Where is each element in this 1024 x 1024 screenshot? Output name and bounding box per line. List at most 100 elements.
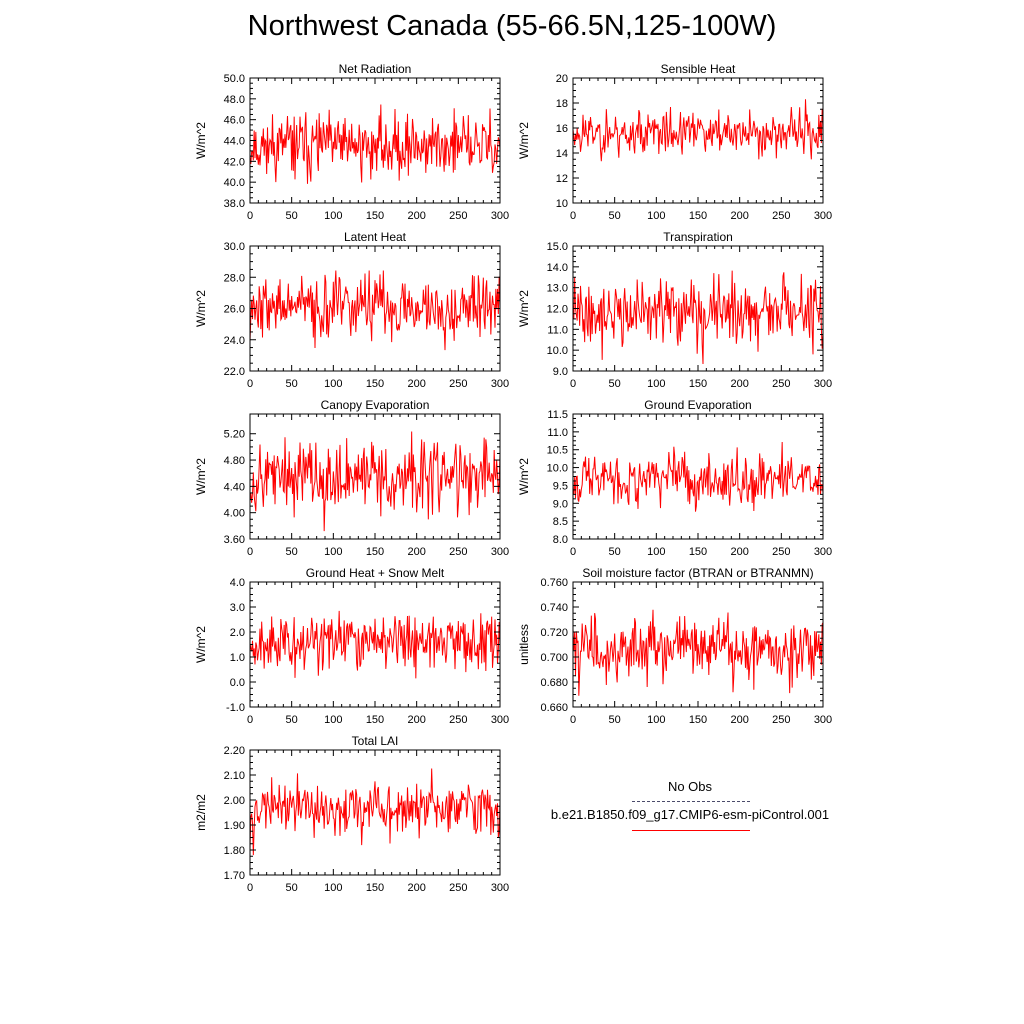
y-tick-label: 15.0 (547, 241, 568, 253)
y-axis-label: W/m^2 (194, 122, 208, 159)
y-tick-label: 30.0 (224, 241, 245, 253)
plot-frame (249, 749, 501, 876)
x-tick-label: 0 (570, 210, 576, 222)
x-tick-label: 150 (366, 714, 384, 726)
chart-panel-7: Ground Heat + Snow Melt W/m^2 0 50 100 150 200… (194, 566, 509, 726)
chart-panel-4: Transpiration W/m^2 0 50 100 150 200 250 300 9.0 1… (517, 230, 832, 390)
legend-case-label: b.e21.B1850.f09_g17.CMIP6-esm-piControl.… (550, 807, 830, 822)
legend-case-line (632, 830, 750, 831)
series-line (250, 270, 500, 351)
y-tick-label: 2.00 (224, 795, 245, 807)
y-tick-label: 0.700 (540, 652, 568, 664)
y-axis-label: W/m^2 (194, 626, 208, 663)
x-tick-label: 100 (647, 378, 665, 390)
x-tick-label: 50 (609, 378, 621, 390)
x-tick-label: 250 (449, 210, 467, 222)
x-tick-label: 300 (814, 714, 832, 726)
y-tick-label: 1.80 (224, 845, 245, 857)
y-tick-label: 12.0 (547, 304, 568, 316)
x-tick-label: 200 (407, 546, 425, 558)
chart-title: Transpiration (663, 230, 733, 244)
y-tick-label: 24.0 (224, 335, 245, 347)
x-tick-label: 250 (772, 210, 790, 222)
y-axis-label: W/m^2 (517, 290, 531, 327)
y-tick-label: 13.0 (547, 283, 568, 295)
x-tick-label: 100 (324, 546, 342, 558)
chart-title: Net Radiation (339, 62, 412, 76)
legend-obs-line (632, 801, 750, 802)
x-tick-label: 100 (647, 714, 665, 726)
series-line (573, 442, 823, 512)
y-tick-label: -1.0 (226, 702, 245, 714)
series-line (250, 431, 500, 532)
y-tick-label: 12 (556, 173, 568, 185)
y-tick-label: 0.760 (540, 577, 568, 589)
y-axis-label: W/m^2 (194, 458, 208, 495)
y-axis-label: W/m^2 (517, 458, 531, 495)
x-tick-label: 250 (449, 378, 467, 390)
x-tick-label: 200 (407, 378, 425, 390)
x-tick-label: 50 (609, 546, 621, 558)
y-tick-label: 1.70 (224, 870, 245, 882)
x-tick-label: 250 (449, 882, 467, 894)
x-tick-label: 150 (689, 378, 707, 390)
chart-title: Canopy Evaporation (321, 398, 430, 412)
y-tick-label: 9.0 (553, 366, 568, 378)
x-tick-label: 300 (491, 882, 509, 894)
y-tick-label: 22.0 (224, 366, 245, 378)
x-tick-label: 100 (324, 714, 342, 726)
y-tick-label: 2.20 (224, 745, 245, 757)
y-tick-label: 16 (556, 123, 568, 135)
x-tick-label: 50 (286, 210, 298, 222)
chart-title: Sensible Heat (661, 62, 736, 76)
x-tick-label: 200 (407, 882, 425, 894)
y-tick-label: 20 (556, 73, 568, 85)
y-tick-label: 38.0 (224, 198, 245, 210)
x-tick-label: 100 (324, 210, 342, 222)
chart-title: Ground Evaporation (644, 398, 751, 412)
x-tick-label: 50 (286, 378, 298, 390)
y-tick-label: 4.80 (224, 455, 245, 467)
x-tick-label: 300 (491, 714, 509, 726)
x-tick-label: 100 (647, 546, 665, 558)
y-tick-label: 9.0 (553, 498, 568, 510)
x-tick-label: 250 (772, 378, 790, 390)
x-tick-label: 300 (491, 210, 509, 222)
chart-title: Ground Heat + Snow Melt (306, 566, 445, 580)
y-tick-label: 5.20 (224, 429, 245, 441)
y-tick-label: 28.0 (224, 272, 245, 284)
x-tick-label: 0 (247, 546, 253, 558)
x-tick-label: 0 (570, 378, 576, 390)
series-line (573, 609, 823, 696)
y-tick-label: 18 (556, 98, 568, 110)
x-tick-label: 300 (814, 378, 832, 390)
y-tick-label: 50.0 (224, 73, 245, 85)
y-tick-label: 0.0 (230, 677, 245, 689)
y-tick-label: 46.0 (224, 115, 245, 127)
x-tick-label: 150 (366, 210, 384, 222)
y-axis-label: unitless (517, 624, 531, 665)
x-tick-label: 50 (286, 546, 298, 558)
y-tick-label: 0.660 (540, 702, 568, 714)
y-tick-label: 9.5 (553, 480, 568, 492)
y-tick-label: 1.0 (230, 652, 245, 664)
chart-panel-6: Ground Evaporation W/m^2 0 50 100 150 200 250 30… (517, 398, 832, 558)
x-tick-label: 200 (407, 210, 425, 222)
y-axis-label: W/m^2 (517, 122, 531, 159)
x-tick-label: 300 (491, 546, 509, 558)
x-tick-label: 100 (324, 882, 342, 894)
y-axis-label: W/m^2 (194, 290, 208, 327)
y-tick-label: 11.5 (547, 409, 568, 421)
chart-title: Soil moisture factor (BTRAN or BTRANMN) (582, 566, 813, 580)
y-tick-label: 4.00 (224, 508, 245, 520)
y-tick-label: 0.720 (540, 627, 568, 639)
chart-panel-3: Latent Heat W/m^2 0 50 100 150 200 250 300 22.0 24… (194, 230, 509, 390)
chart-panel-8: Soil moisture factor (BTRAN or BTRANMN) u… (517, 566, 832, 726)
series-line (573, 270, 823, 365)
x-tick-label: 50 (286, 714, 298, 726)
y-tick-label: 42.0 (224, 156, 245, 168)
x-tick-label: 100 (647, 210, 665, 222)
y-tick-label: 4.0 (230, 577, 245, 589)
x-tick-label: 200 (730, 210, 748, 222)
y-tick-label: 4.40 (224, 481, 245, 493)
